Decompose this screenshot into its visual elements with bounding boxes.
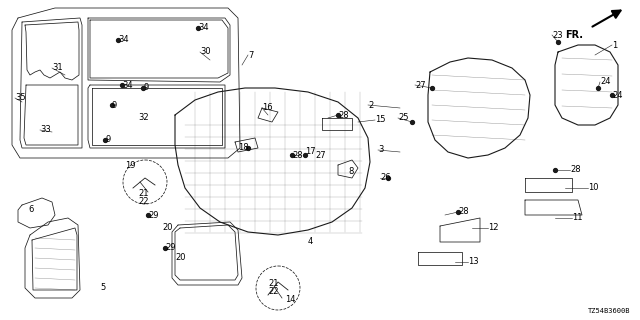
Text: FR.: FR.	[565, 30, 583, 40]
Text: 21: 21	[138, 188, 148, 197]
Text: 9: 9	[112, 100, 117, 109]
Text: 35: 35	[15, 93, 26, 102]
Text: 20: 20	[175, 253, 186, 262]
Text: 11: 11	[572, 213, 582, 222]
Text: 8: 8	[348, 167, 353, 177]
Text: 28: 28	[338, 110, 349, 119]
Text: 28: 28	[570, 165, 580, 174]
Text: 34: 34	[118, 36, 129, 44]
Text: 20: 20	[162, 223, 173, 233]
Text: 22: 22	[138, 197, 148, 206]
Text: 33: 33	[40, 125, 51, 134]
Text: 10: 10	[588, 183, 598, 193]
Text: 6: 6	[28, 205, 33, 214]
Text: 31: 31	[52, 63, 63, 73]
Text: 3: 3	[378, 146, 383, 155]
Text: 9: 9	[143, 84, 148, 92]
Text: 24: 24	[600, 77, 611, 86]
Text: 26: 26	[380, 173, 390, 182]
Text: 34: 34	[198, 23, 209, 33]
Text: 18: 18	[238, 143, 248, 153]
Text: 9: 9	[105, 135, 110, 145]
Text: 32: 32	[138, 114, 148, 123]
Text: 29: 29	[165, 244, 175, 252]
Text: 15: 15	[375, 116, 385, 124]
Text: 4: 4	[308, 237, 313, 246]
Text: 2: 2	[368, 100, 373, 109]
Text: 14: 14	[285, 295, 296, 305]
Text: 29: 29	[148, 211, 159, 220]
Text: 28: 28	[458, 207, 468, 217]
Text: 13: 13	[468, 258, 479, 267]
Text: 24: 24	[612, 91, 623, 100]
Text: 7: 7	[248, 51, 253, 60]
Text: 5: 5	[100, 284, 105, 292]
Text: 17: 17	[305, 148, 316, 156]
Text: 25: 25	[398, 114, 408, 123]
Text: 34: 34	[122, 81, 132, 90]
Text: 12: 12	[488, 223, 499, 233]
Text: 30: 30	[200, 47, 211, 57]
Text: TZ54B3600B: TZ54B3600B	[588, 308, 630, 314]
Text: 23: 23	[552, 30, 563, 39]
Text: 1: 1	[612, 41, 617, 50]
Text: 21: 21	[268, 278, 278, 287]
Text: 19: 19	[125, 161, 136, 170]
Text: 28: 28	[292, 150, 303, 159]
Text: 27: 27	[315, 150, 326, 159]
Text: 27: 27	[415, 81, 426, 90]
Text: 16: 16	[262, 103, 273, 113]
Text: 22: 22	[268, 287, 278, 297]
